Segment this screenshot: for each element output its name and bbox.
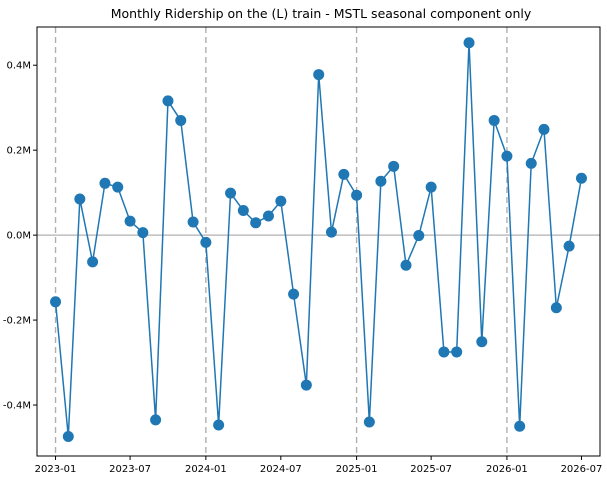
- data-point: [375, 175, 387, 187]
- data-point: [563, 240, 575, 252]
- data-point: [225, 187, 237, 199]
- y-tick-label: 0.4M: [6, 61, 31, 72]
- data-point: [250, 217, 262, 229]
- data-point: [451, 346, 463, 358]
- data-point: [363, 416, 375, 428]
- data-point: [400, 259, 412, 271]
- data-point: [124, 215, 136, 227]
- y-tick-label: -0.2M: [3, 316, 31, 327]
- data-point: [150, 414, 162, 426]
- data-point: [175, 114, 187, 126]
- data-point: [74, 193, 86, 205]
- x-tick-label: 2023-01: [35, 464, 77, 475]
- data-point: [514, 420, 526, 432]
- series-line: [54, 42, 583, 437]
- axes-layer: 2023-01 2023-07 2024-01 2024-07 2025-01 2025-…: [3, 26, 603, 475]
- data-point: [463, 37, 475, 49]
- data-point: [137, 227, 149, 239]
- data-point: [413, 230, 425, 242]
- data-point: [325, 226, 337, 238]
- data-point: [112, 181, 124, 193]
- data-point: [550, 302, 562, 314]
- data-point: [213, 419, 225, 431]
- data-point: [476, 336, 488, 348]
- data-point: [162, 95, 174, 107]
- x-tick-label: 2025-07: [410, 464, 452, 475]
- y-tick-label: 0.0M: [6, 231, 31, 242]
- data-point: [288, 288, 300, 300]
- data-point: [50, 296, 62, 308]
- x-tick-label: 2024-07: [260, 464, 302, 475]
- x-tick-label: 2024-01: [185, 464, 227, 475]
- data-point: [237, 204, 249, 216]
- data-point: [425, 181, 437, 193]
- data-point: [538, 123, 550, 135]
- data-point: [87, 256, 99, 268]
- data-point: [200, 236, 212, 248]
- series-layer: [50, 37, 587, 442]
- data-point: [575, 172, 587, 184]
- data-point: [351, 189, 363, 201]
- data-point: [187, 216, 199, 228]
- data-point: [262, 210, 274, 222]
- x-tick-label: 2026-01: [486, 464, 528, 475]
- chart-title: Monthly Ridership on the (L) train - MST…: [111, 6, 532, 21]
- data-point: [275, 195, 287, 207]
- y-tick-label: 0.2M: [6, 146, 31, 157]
- x-tick-label: 2023-07: [109, 464, 151, 475]
- data-point: [525, 157, 537, 169]
- data-point: [388, 160, 400, 172]
- data-point: [338, 168, 350, 180]
- data-point: [501, 150, 513, 162]
- x-tick-label: 2025-01: [336, 464, 378, 475]
- x-tick-label: 2026-07: [561, 464, 603, 475]
- data-point: [300, 379, 312, 391]
- y-tick-label: -0.4M: [3, 401, 31, 412]
- plot-frame: [36, 26, 601, 457]
- data-point: [99, 177, 111, 189]
- data-point: [438, 346, 450, 358]
- data-point: [488, 114, 500, 126]
- data-point: [313, 69, 325, 81]
- data-point: [62, 430, 74, 442]
